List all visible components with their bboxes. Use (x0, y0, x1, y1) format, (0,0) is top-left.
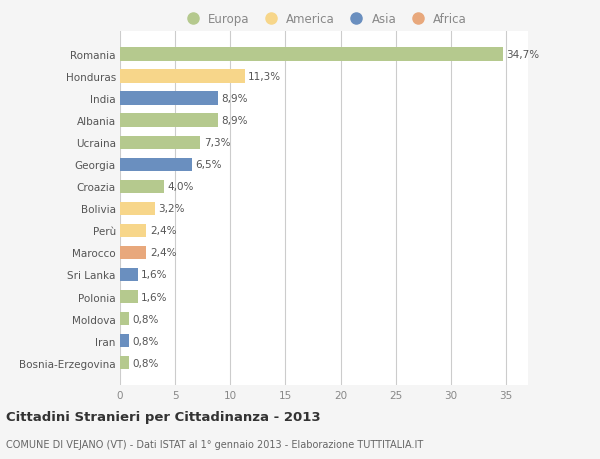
Text: 34,7%: 34,7% (506, 50, 539, 60)
Bar (120, 180, 164, 193)
Text: COMUNE DI VEJANO (VT) - Dati ISTAT al 1° gennaio 2013 - Elaborazione TUTTITALIA.: COMUNE DI VEJANO (VT) - Dati ISTAT al 1°… (6, 440, 423, 449)
Bar (120, 202, 155, 215)
Text: Cittadini Stranieri per Cittadinanza - 2013: Cittadini Stranieri per Cittadinanza - 2… (6, 410, 320, 423)
Text: 8,9%: 8,9% (221, 94, 248, 104)
Text: 0,8%: 0,8% (132, 358, 158, 368)
Bar (120, 356, 129, 369)
Bar (120, 136, 200, 150)
Bar (120, 114, 218, 128)
Bar (120, 70, 245, 84)
Text: 6,5%: 6,5% (195, 160, 221, 170)
Bar (120, 312, 129, 325)
Legend: Europa, America, Asia, Africa: Europa, America, Asia, Africa (181, 13, 467, 26)
Bar (120, 224, 146, 237)
Text: 1,6%: 1,6% (141, 270, 167, 280)
Bar (120, 290, 137, 303)
Text: 0,8%: 0,8% (132, 314, 158, 324)
Bar (120, 158, 191, 171)
Bar (120, 246, 146, 259)
Text: 2,4%: 2,4% (150, 226, 176, 236)
Bar (120, 48, 503, 62)
Text: 2,4%: 2,4% (150, 248, 176, 258)
Text: 1,6%: 1,6% (141, 292, 167, 302)
Text: 8,9%: 8,9% (221, 116, 248, 126)
Text: 4,0%: 4,0% (167, 182, 194, 192)
Text: 0,8%: 0,8% (132, 336, 158, 346)
Bar (120, 334, 129, 347)
Text: 11,3%: 11,3% (248, 72, 281, 82)
Bar (120, 268, 137, 281)
Bar (120, 92, 218, 106)
Text: 7,3%: 7,3% (204, 138, 230, 148)
Text: 3,2%: 3,2% (158, 204, 185, 214)
